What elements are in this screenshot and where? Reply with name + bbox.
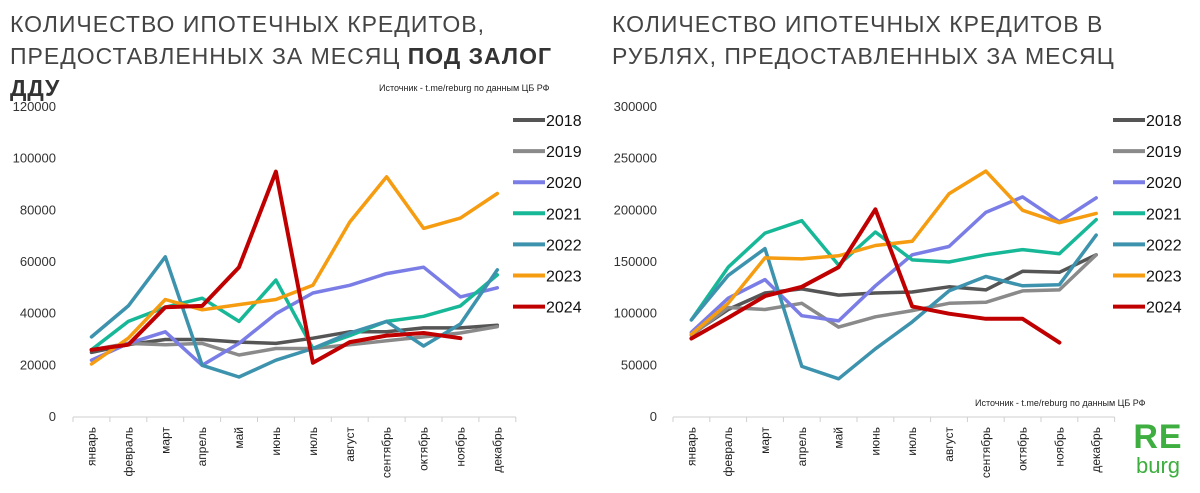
left-legend-label-2022: 2022 bbox=[546, 237, 582, 254]
right-series-2021-line bbox=[689, 217, 1098, 322]
left-x-tick-label: май bbox=[232, 427, 246, 449]
right-legend-label-2024: 2024 bbox=[1146, 300, 1182, 317]
left-chart-title: КОЛИЧЕСТВО ИПОТЕЧНЫХ КРЕДИТОВ, ПРЕДОСТАВ… bbox=[10, 8, 600, 104]
left-y-tick-label: 20000 bbox=[20, 357, 56, 372]
right-y-tick-label: 200000 bbox=[614, 202, 657, 217]
right-y-tick-label: 100000 bbox=[614, 306, 657, 321]
right-series-2022-line bbox=[689, 233, 1098, 381]
left-y-tick-label: 80000 bbox=[20, 202, 56, 217]
left-series-2018-line bbox=[89, 323, 500, 355]
right-y-tick-label: 0 bbox=[650, 409, 657, 424]
logo-burg-text: burg bbox=[1135, 453, 1181, 478]
left-x-tick-label: декабрь bbox=[490, 427, 504, 473]
left-x-tick-label: март bbox=[158, 427, 172, 454]
right-x-tick-label: апрель bbox=[795, 427, 809, 466]
right-x-tick-label: январь bbox=[684, 427, 698, 466]
right-series-2023-line bbox=[689, 169, 1098, 337]
right-series-2024-line bbox=[689, 207, 1062, 345]
left-x-tick-label: апрель bbox=[195, 427, 209, 466]
left-legend-label-2021: 2021 bbox=[546, 206, 582, 223]
right-series-2018-line bbox=[689, 253, 1098, 337]
right-series-2019-line bbox=[689, 253, 1098, 338]
left-x-tick-label: февраль bbox=[121, 427, 135, 477]
right-legend-label-2023: 2023 bbox=[1146, 269, 1182, 286]
logo-re-text: RE bbox=[1133, 418, 1183, 456]
right-x-tick-label: май bbox=[832, 427, 846, 449]
left-series-2024-line bbox=[89, 169, 463, 365]
right-series-2020-line bbox=[689, 195, 1098, 335]
right-x-tick-label: март bbox=[758, 427, 772, 454]
right-legend-label-2022: 2022 bbox=[1146, 237, 1182, 254]
left-y-tick-label: 100000 bbox=[13, 151, 56, 166]
left-legend-label-2020: 2020 bbox=[546, 175, 582, 192]
left-x-tick-label: сентябрь bbox=[380, 427, 394, 478]
left-legend-label-2024: 2024 bbox=[546, 300, 582, 317]
left-x-tick-label: июль bbox=[306, 427, 320, 456]
left-series-2020-line bbox=[89, 265, 500, 368]
right-title-line1: КОЛИЧЕСТВО ИПОТЕЧНЫХ КРЕДИТОВ В bbox=[612, 11, 1104, 37]
left-y-tick-label: 60000 bbox=[20, 254, 56, 269]
right-title-line2: РУБЛЯХ, ПРЕДОСТАВЛЕННЫХ ЗА МЕСЯЦ bbox=[612, 43, 1115, 69]
right-x-tick-label: декабрь bbox=[1089, 427, 1103, 473]
left-x-tick-label: июнь bbox=[269, 427, 283, 456]
right-y-tick-label: 250000 bbox=[614, 151, 657, 166]
right-y-tick-label: 300000 bbox=[614, 99, 657, 114]
left-series-2022-line bbox=[89, 255, 500, 379]
left-x-tick-label: январь bbox=[84, 427, 98, 466]
left-title-line2-text: ПРЕДОСТАВЛЕННЫХ ЗА МЕСЯЦ bbox=[10, 43, 408, 69]
left-x-tick-label: август bbox=[343, 427, 357, 462]
right-x-tick-label: октябрь bbox=[1016, 427, 1030, 471]
reburg-logo: RE burg bbox=[1128, 420, 1188, 477]
left-y-tick-label: 40000 bbox=[20, 306, 56, 321]
right-source-note: Источник - t.me/reburg по данным ЦБ РФ bbox=[975, 398, 1146, 408]
right-x-tick-label: июль bbox=[905, 427, 919, 456]
right-x-tick-label: сентябрь bbox=[979, 427, 993, 478]
left-y-tick-label: 0 bbox=[49, 409, 56, 424]
left-y-tick-label: 120000 bbox=[13, 99, 56, 114]
right-legend-label-2018: 2018 bbox=[1146, 113, 1182, 130]
left-source-note: Источник - t.me/reburg по данным ЦБ РФ bbox=[379, 83, 550, 93]
left-legend-label-2023: 2023 bbox=[546, 269, 582, 286]
left-title-emphasis: ПОД ЗАЛОГ ДДУ bbox=[10, 43, 552, 101]
left-line-chart: 0 20000 40000 60000 80000 100000 120000 январь ф… bbox=[13, 99, 582, 478]
left-legend-label-2018: 2018 bbox=[546, 113, 582, 130]
right-legend-label-2020: 2020 bbox=[1146, 175, 1182, 192]
right-legend-label-2021: 2021 bbox=[1146, 206, 1182, 223]
right-x-tick-label: февраль bbox=[721, 427, 735, 477]
right-legend-label-2019: 2019 bbox=[1146, 144, 1182, 161]
right-x-tick-label: ноябрь bbox=[1052, 427, 1066, 467]
left-legend-label-2019: 2019 bbox=[546, 144, 582, 161]
left-series-2023-line bbox=[89, 175, 500, 366]
left-title-line1: КОЛИЧЕСТВО ИПОТЕЧНЫХ КРЕДИТОВ, bbox=[10, 11, 486, 37]
right-x-tick-label: июнь bbox=[868, 427, 882, 456]
right-chart-title: КОЛИЧЕСТВО ИПОТЕЧНЫХ КРЕДИТОВ В РУБЛЯХ, … bbox=[612, 8, 1172, 72]
left-title-line2: ПРЕДОСТАВЛЕННЫХ ЗА МЕСЯЦ ПОД ЗАЛОГ ДДУ bbox=[10, 40, 600, 104]
left-series-2021-line bbox=[89, 273, 500, 352]
right-y-tick-label: 50000 bbox=[621, 357, 657, 372]
left-x-tick-label: октябрь bbox=[417, 427, 431, 471]
right-x-tick-label: август bbox=[942, 427, 956, 462]
left-series-2019-line bbox=[89, 324, 500, 357]
right-y-tick-label: 150000 bbox=[614, 254, 657, 269]
left-x-tick-label: ноябрь bbox=[453, 427, 467, 467]
